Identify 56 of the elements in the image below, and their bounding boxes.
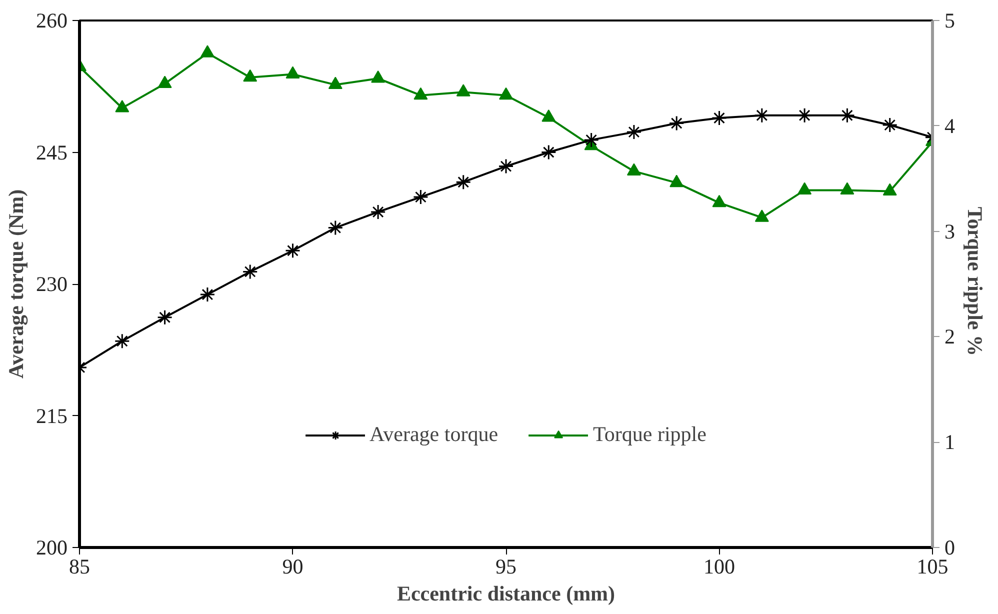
y2-axis-title: Torque ripple % [963,206,987,356]
point [882,117,898,133]
point [157,310,173,326]
point [414,87,428,100]
point [712,110,727,126]
point [456,84,470,96]
point [370,204,386,220]
y-tick-label: 200 [36,536,68,560]
x-tick-label: 95 [496,554,516,578]
legend-label: Average torque [370,422,498,447]
y2-tick-label: 2 [944,324,955,349]
point [796,108,812,124]
point [754,108,770,124]
point [328,220,344,236]
legend-label: Torque ripple [593,422,706,447]
point [882,183,897,196]
point [540,144,556,160]
y2-tick-label: 5 [944,8,955,32]
point [798,182,812,194]
point [754,210,769,222]
x-tick-label: 85 [69,554,90,578]
point [499,87,513,100]
point [242,264,258,280]
point [840,182,854,194]
y-tick-label: 230 [36,272,68,296]
point [243,69,258,82]
point [626,124,642,140]
point [670,174,684,188]
point [371,70,386,83]
point [542,109,556,122]
point [328,76,342,90]
y-tick-label: 245 [36,140,68,164]
y-axis-title: Average torque (Nm) [4,189,28,379]
point [285,242,300,258]
y2-tick-label: 3 [944,219,955,244]
y-tick-label: 215 [36,404,68,428]
point [456,174,472,190]
point [412,189,428,205]
point [626,163,641,176]
point [114,333,130,349]
point [158,76,172,88]
y2-tick-label: 1 [944,430,955,454]
x-tick-label: 90 [282,554,304,578]
point [286,66,300,79]
point [584,132,600,148]
y2-tick-label: 4 [944,114,956,138]
x-tick-label: 100 [704,554,735,578]
point [498,158,514,174]
point [200,286,216,302]
point [839,108,855,124]
y-tick-label: 260 [36,8,68,32]
point [668,116,684,132]
point [200,45,214,58]
point [712,194,726,208]
x-axis-title: Eccentric distance (mm) [396,582,616,606]
point [115,100,130,112]
